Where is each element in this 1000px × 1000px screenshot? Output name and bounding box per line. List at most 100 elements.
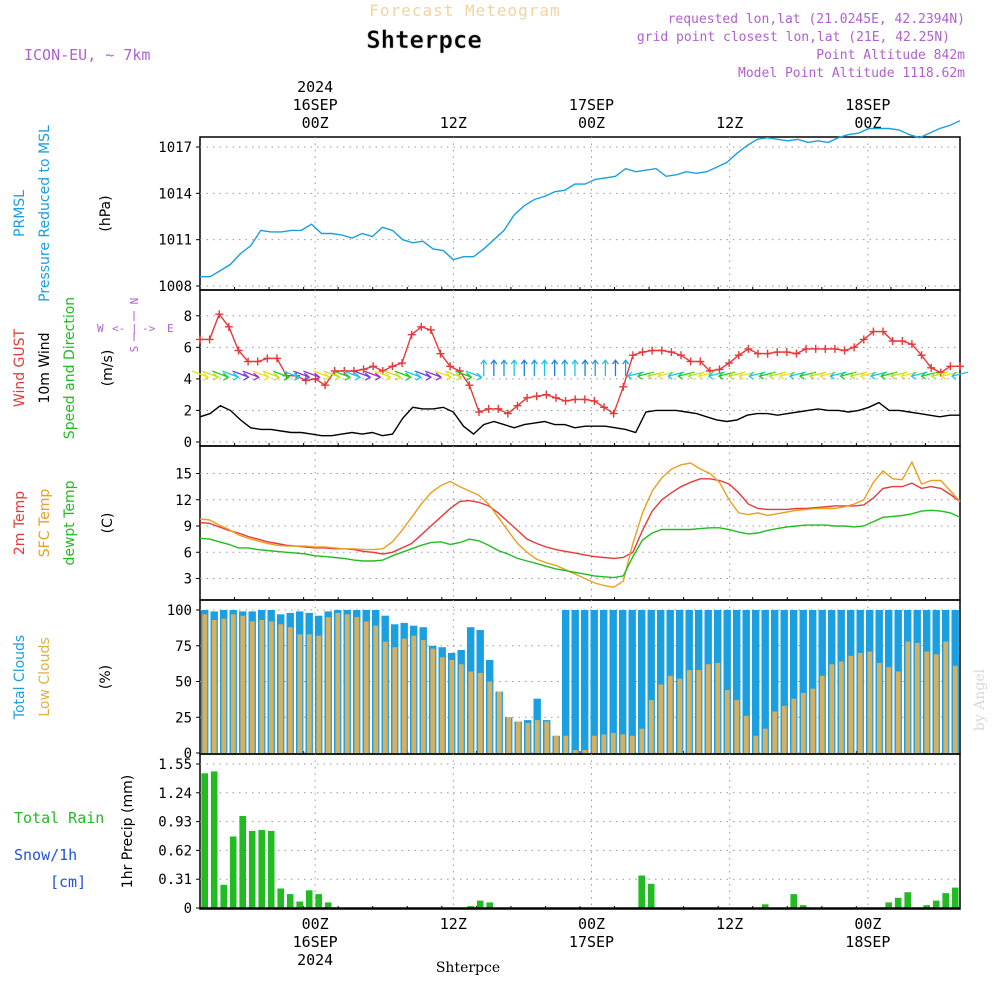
y-axis-label: (hPa) [98,195,114,231]
bar-total-clouds [799,610,807,753]
gust-marker [426,325,435,334]
gust-marker [638,348,647,357]
top-tick-label: 00Z [578,114,605,132]
y-axis-label: (%) [98,665,114,689]
series-line-dewpt-temp [199,509,961,579]
y-tick-label: 4 [184,372,192,388]
wind-direction-arrow [343,370,362,381]
bar-total-clouds [657,610,665,753]
bar-low-clouds [553,735,559,753]
bar-low-clouds [534,720,540,753]
gust-marker [677,351,686,360]
bar-low-clouds [287,627,293,753]
bar-low-clouds [601,734,607,753]
bar-low-clouds [487,681,493,753]
wind-direction-arrow [394,370,412,381]
wind-direction-arrow [272,370,291,381]
bar-total-rain [267,830,275,908]
y-tick-label: 15 [175,467,192,483]
gust-marker [436,349,445,358]
series-line-wind-gust [200,312,960,415]
bar-total-clouds [809,610,817,753]
y-tick-label: 1.55 [158,757,192,773]
bar-low-clouds [838,661,844,753]
watermark: by Angel [972,668,988,731]
top-tick-label: 00Z [854,114,881,132]
panel-wind: 0 2 4 6 8 Wind GUST 10m Wind Speed and Directio… [12,289,969,451]
bar-low-clouds [781,705,787,753]
gust-marker [263,354,272,363]
bar-low-clouds [544,721,550,753]
panel-frame [199,136,961,291]
gust-marker [513,401,522,410]
panel-frame [199,599,961,755]
panel-pressure: 1008 1011 1014 1017 PRMSL Pressure Reduced to… [12,120,961,302]
bar-low-clouds [952,665,958,753]
compass-north: N [128,298,141,305]
bar-total-rain [799,905,807,908]
bar-low-clouds [610,733,616,753]
gust-marker [619,382,628,391]
gust-marker [301,376,310,385]
bar-total-rain [229,836,237,908]
gust-marker [417,322,426,331]
wind-direction-arrow [313,370,331,381]
wind-direction-arrow [510,359,518,377]
bar-low-clouds [686,670,692,753]
gust-marker [898,337,907,346]
bar-total-clouds [733,610,741,753]
bar-total-rain [476,900,484,908]
y-axis-label: 1hr Precip (mm) [120,775,136,888]
y-axis-label: 10m Wind [37,332,53,403]
wind-direction-arrow [581,359,589,377]
bottom-tick-label: 12Z [440,915,467,933]
gust-marker [398,359,407,368]
wind-direction-arrow [222,370,240,381]
bottom-tick-label: 00Z [854,915,881,933]
gust-marker [571,395,580,404]
gust-marker [927,363,936,372]
side-label: Total Rain [14,809,104,827]
wind-direction-arrow [384,370,402,381]
gust-marker [782,348,791,357]
bar-low-clouds [325,617,331,753]
gust-marker [648,346,657,355]
top-date-label: 16SEP [293,96,338,114]
gust-marker [734,351,743,360]
side-label: [cm] [50,873,86,891]
bottom-date-label: 16SEP [293,933,338,951]
bar-low-clouds [496,691,502,753]
gust-marker [455,367,464,375]
wind-direction-arrow [480,359,488,377]
gust-marker [359,365,368,374]
bar-low-clouds [667,675,673,753]
wind-direction-arrow [364,370,382,381]
bar-total-clouds [761,610,769,753]
compass-west: W [97,322,104,335]
gust-marker [484,404,493,413]
y-tick-label: 1008 [158,279,192,295]
wind-direction-arrow [561,359,569,377]
bar-low-clouds [810,688,816,753]
gust-marker [523,393,532,402]
bar-low-clouds [924,651,930,753]
bar-low-clouds [724,690,730,753]
y-tick-label: 50 [175,675,192,691]
wind-direction-arrow [323,370,341,381]
y-tick-label: 2 [184,403,192,419]
bar-low-clouds [857,652,863,753]
gust-marker [917,351,926,360]
y-axis-label: Pressure Reduced to MSL [37,125,53,302]
gust-marker [503,409,512,418]
gust-marker [349,367,358,375]
bar-low-clouds [202,614,208,753]
y-axis-label: Speed and Direction [62,297,78,439]
y-tick-label: 1.24 [158,786,192,802]
y-tick-label: 0.93 [158,815,192,831]
gust-marker [802,344,811,353]
bar-low-clouds [297,634,303,753]
info-line-4: Model Point Altitude 1118.62m [738,66,965,81]
bar-total-rain [248,830,256,908]
bar-total-clouds [638,610,646,753]
gust-marker [715,365,724,374]
